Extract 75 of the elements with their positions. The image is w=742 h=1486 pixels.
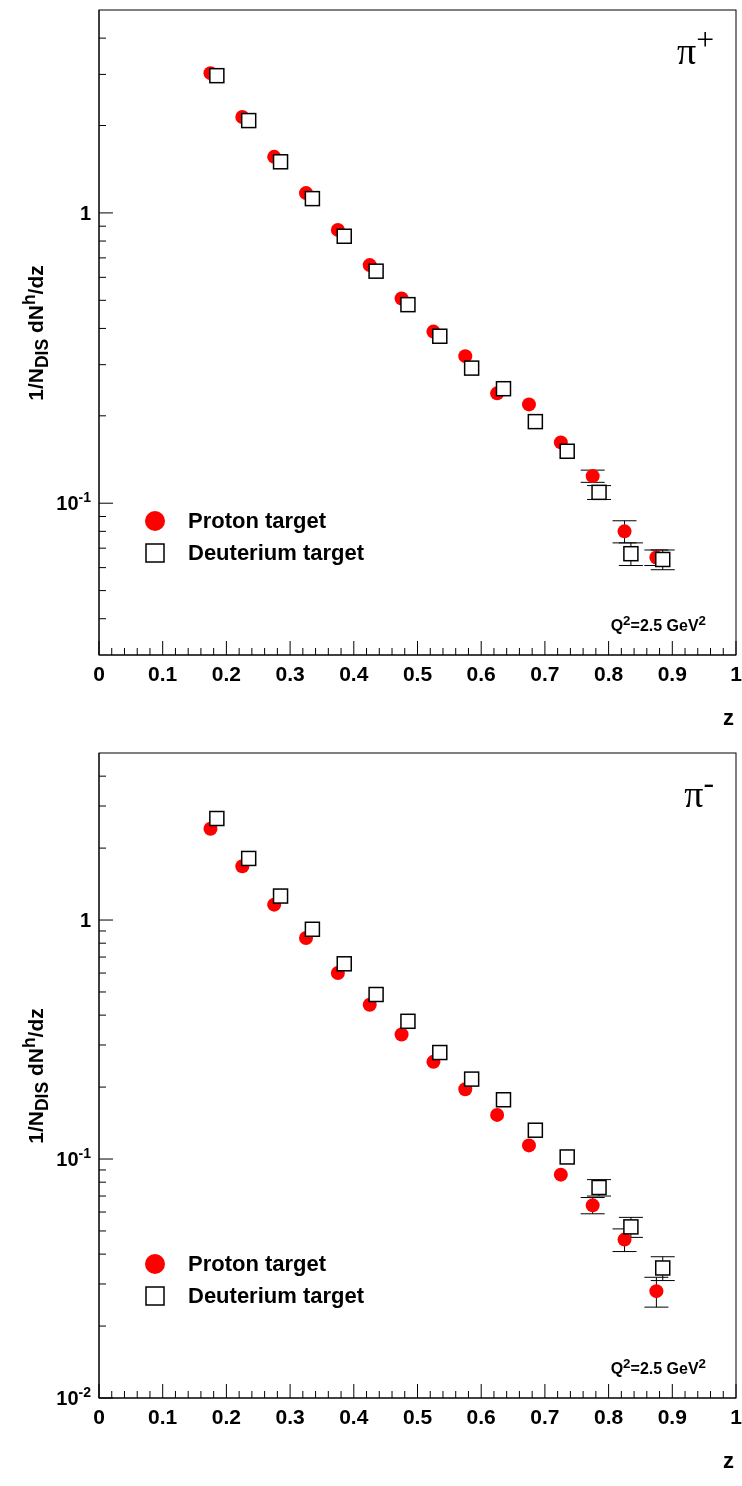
point	[495, 1092, 512, 1108]
point	[304, 921, 321, 938]
x-tick-label: 0.9	[657, 662, 687, 685]
point	[463, 1071, 480, 1087]
point	[432, 1044, 448, 1061]
point	[623, 545, 639, 562]
x-tick-label: 0.4	[339, 662, 369, 685]
x-tick-label: 0.7	[530, 662, 560, 685]
x-tick-label: 0.1	[148, 662, 178, 685]
point	[240, 850, 257, 867]
point	[400, 1013, 416, 1030]
point	[527, 1122, 544, 1138]
chart-title: π$^{+}$	[676, 22, 714, 73]
legend-label: Proton target	[188, 1251, 327, 1277]
point	[272, 154, 289, 170]
point	[591, 1179, 607, 1196]
y-tick-label: 1	[79, 909, 91, 932]
y-tick-label: 10$^{-2}$	[56, 1384, 92, 1409]
y-tick-label: 1	[79, 201, 91, 224]
point	[368, 986, 384, 1003]
point	[432, 328, 448, 344]
x-axis-title: z	[723, 1448, 734, 1474]
legend-label: Deuterium target	[188, 1283, 365, 1309]
x-tick-label: 0.3	[275, 662, 305, 685]
point	[400, 296, 416, 313]
annotation: Q$^{2}$=2.5 GeV$^{2}$	[610, 1356, 706, 1379]
point	[490, 1107, 505, 1122]
x-tick-label: 0.6	[466, 662, 496, 685]
x-axis-title: z	[723, 705, 734, 731]
x-tick-label: 0.3	[275, 1405, 305, 1428]
point	[585, 1198, 600, 1213]
point	[463, 360, 480, 376]
legend-label: Deuterium target	[188, 540, 365, 566]
annotation: Q$^{2}$=2.5 GeV$^{2}$	[610, 613, 706, 636]
chart-title: π$^{-}$	[684, 765, 714, 816]
point	[591, 484, 607, 501]
point	[209, 67, 225, 84]
x-tick-label: 0.5	[402, 1405, 433, 1428]
point	[209, 810, 225, 827]
point	[655, 551, 671, 568]
legend-label: Proton target	[188, 508, 327, 534]
x-tick-label: 0.6	[466, 1405, 496, 1428]
x-tick-label: 0.4	[339, 1405, 369, 1428]
point	[559, 443, 575, 459]
y-tick-label: 10$^{-1}$	[56, 1145, 92, 1171]
x-tick-label: 1	[730, 1405, 742, 1428]
point	[585, 469, 600, 484]
point	[394, 1027, 409, 1042]
point	[336, 956, 352, 972]
x-tick-label: 0.8	[594, 1405, 624, 1428]
y-tick-label: 10$^{-1}$	[56, 489, 92, 515]
x-tick-label: 0.7	[530, 1405, 560, 1428]
point	[240, 112, 257, 129]
x-tick-label: 0.5	[402, 662, 433, 685]
x-tick-label: 0.2	[211, 662, 241, 685]
x-tick-label: 0.2	[211, 1405, 241, 1428]
x-tick-label: 0.9	[657, 1405, 687, 1428]
x-tick-label: 0	[93, 662, 105, 685]
point	[655, 1260, 671, 1276]
point	[336, 228, 352, 244]
point	[304, 190, 321, 207]
point	[649, 1284, 664, 1299]
point	[368, 263, 384, 279]
point	[553, 1167, 568, 1182]
x-tick-label: 1	[730, 662, 742, 685]
point	[521, 397, 536, 412]
x-tick-label: 0.1	[148, 1405, 178, 1428]
point	[617, 524, 632, 539]
point	[272, 888, 289, 904]
point	[623, 1219, 639, 1235]
point	[527, 413, 544, 430]
point	[495, 380, 512, 397]
x-tick-label: 0.8	[594, 662, 624, 685]
point	[521, 1138, 536, 1153]
x-tick-label: 0	[93, 1405, 105, 1428]
